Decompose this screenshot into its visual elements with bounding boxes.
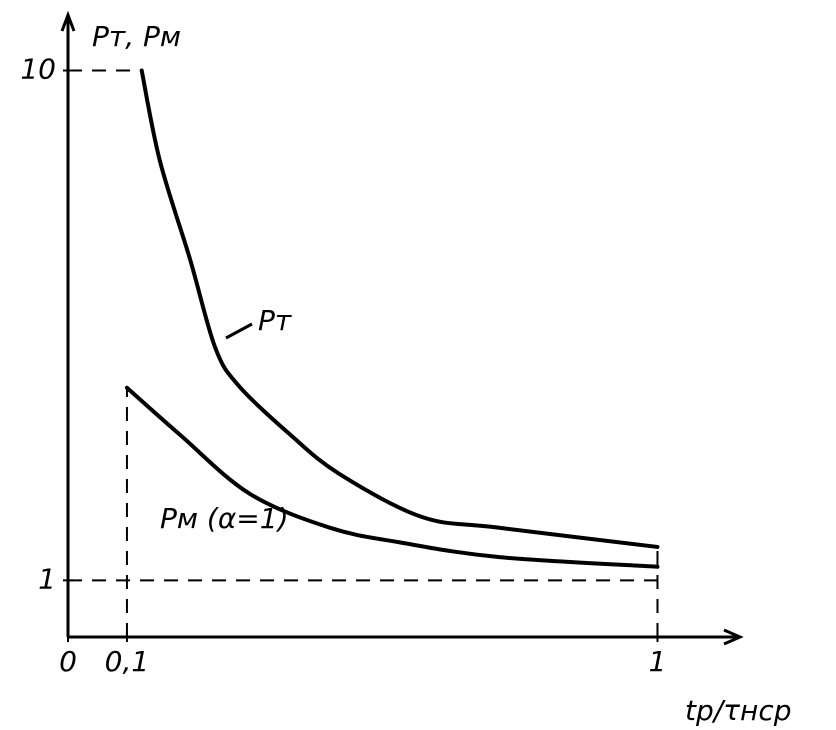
series-label: Pт [258, 304, 292, 337]
y-tick-label: 1 [38, 562, 56, 595]
curve [124, 385, 660, 569]
x-axis [68, 628, 744, 646]
y-axis [60, 10, 76, 637]
x-tick-label: 0 [59, 645, 77, 678]
label-leader [225, 322, 253, 340]
series-label: Pм (α=1) [160, 502, 289, 535]
x-tick-label: 1 [649, 645, 667, 678]
curve [139, 68, 660, 549]
x-axis-label: tр/τнср [685, 694, 792, 727]
x-tick-label: 0,1 [105, 645, 150, 678]
y-tick-label: 10 [20, 53, 56, 86]
y-axis-label: Pт, Pм [92, 20, 181, 53]
